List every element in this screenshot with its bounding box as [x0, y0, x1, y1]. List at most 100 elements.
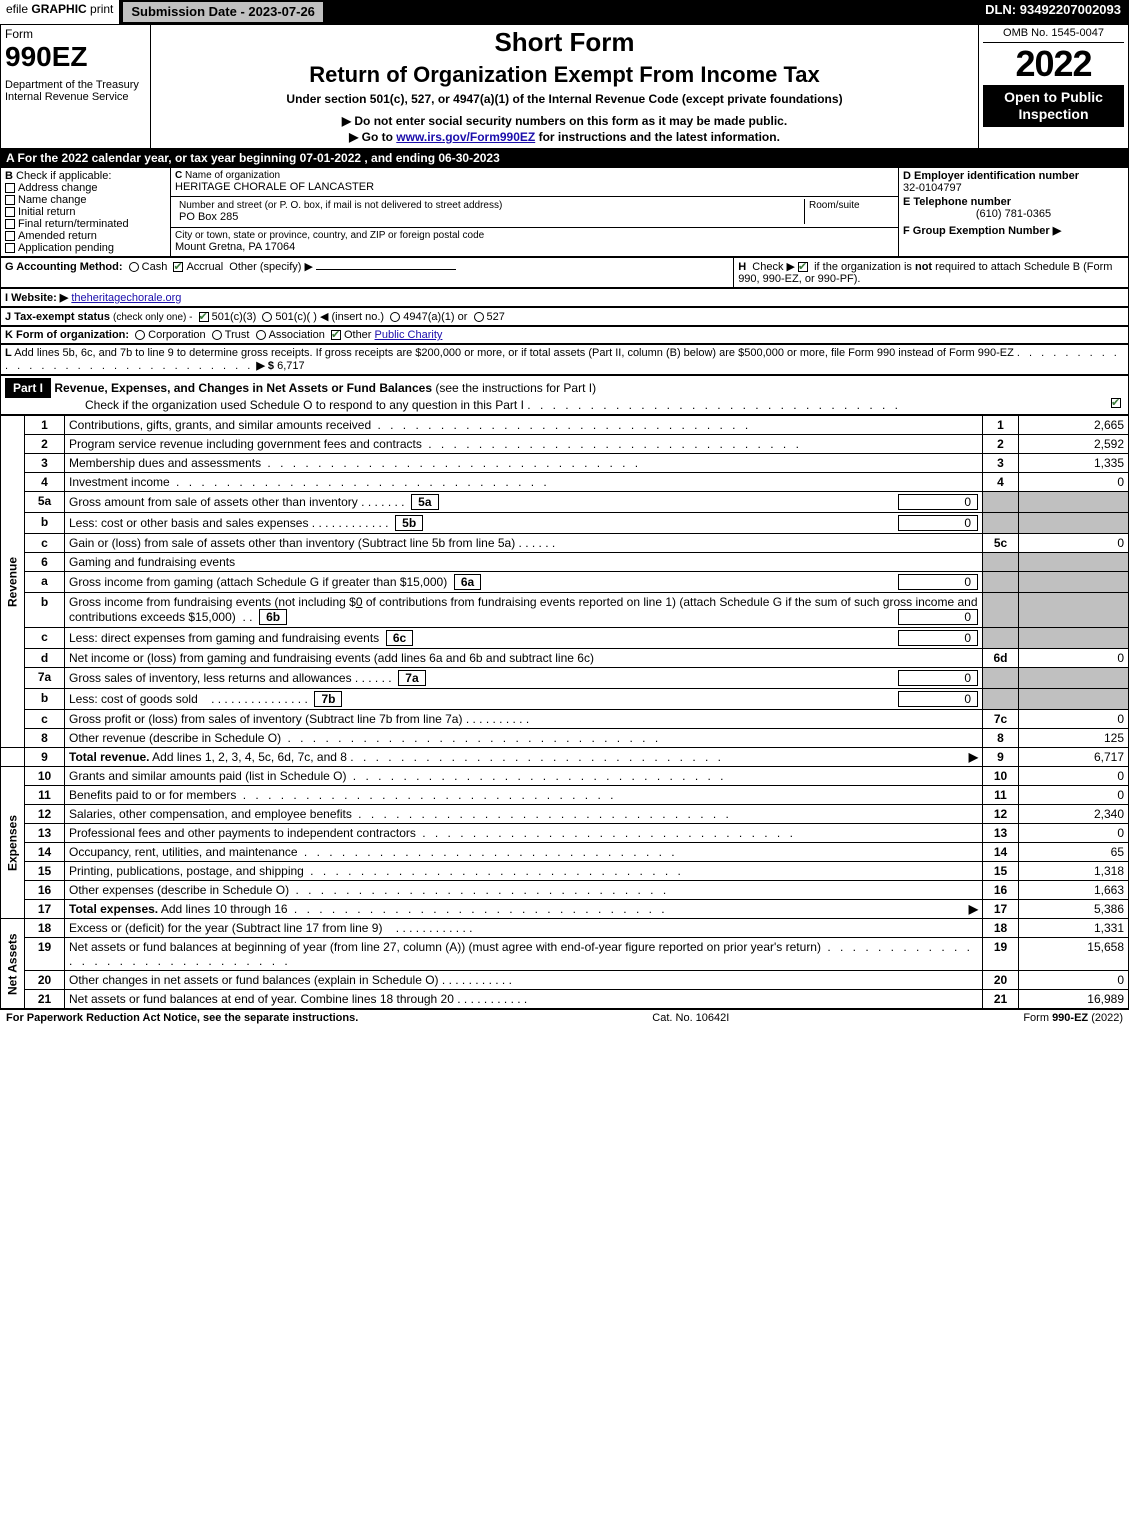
footer-left: For Paperwork Reduction Act Notice, see …	[6, 1012, 358, 1024]
val-13: 0	[1019, 824, 1129, 843]
val-18: 1,331	[1019, 919, 1129, 938]
row-17: 17 Total expenses. Add lines 10 through …	[1, 900, 1129, 919]
row-12: 12 Salaries, other compensation, and emp…	[1, 805, 1129, 824]
val-5c: 0	[1019, 534, 1129, 553]
top-bar: efile GRAPHIC print Submission Date - 20…	[0, 0, 1129, 24]
form-word: Form	[5, 27, 146, 41]
row-18: Net Assets 18 Excess or (deficit) for th…	[1, 919, 1129, 938]
radio-cash[interactable]	[129, 262, 139, 272]
section-c-street: Number and street (or P. O. box, if mail…	[171, 196, 899, 227]
dln: DLN: 93492207002093	[977, 0, 1129, 24]
val-15: 1,318	[1019, 862, 1129, 881]
website-link[interactable]: theheritagechorale.org	[71, 292, 181, 304]
under-section: Under section 501(c), 527, or 4947(a)(1)…	[155, 92, 974, 106]
val-8: 125	[1019, 729, 1129, 748]
section-b: B Check if applicable: Address change Na…	[1, 168, 171, 257]
efile-bold: GRAPHIC	[31, 2, 90, 16]
chk-name-change[interactable]: Name change	[5, 194, 166, 206]
street: PO Box 285	[179, 211, 800, 223]
other-method-input[interactable]	[316, 269, 456, 270]
row-16: 16 Other expenses (describe in Schedule …	[1, 881, 1129, 900]
chk-address-change[interactable]: Address change	[5, 182, 166, 194]
row-13: 13 Professional fees and other payments …	[1, 824, 1129, 843]
gross-receipts: 6,717	[277, 360, 305, 372]
footer-mid: Cat. No. 10642I	[652, 1012, 729, 1024]
val-5a: 0	[898, 494, 978, 510]
sections-gh: G Accounting Method: Cash Accrual Other …	[0, 257, 1129, 288]
section-l: L Add lines 5b, 6c, and 7b to line 9 to …	[0, 344, 1129, 375]
radio-527[interactable]	[474, 312, 484, 322]
section-j: J Tax-exempt status (check only one) - 5…	[0, 307, 1129, 326]
section-c-city: City or town, state or province, country…	[171, 228, 899, 257]
chk-501c3[interactable]	[199, 312, 209, 322]
chk-schedule-b-not-required[interactable]	[798, 262, 808, 272]
submission-date: Submission Date - 2023-07-26	[121, 0, 325, 24]
open-to-public: Open to Public Inspection	[983, 85, 1124, 127]
section-k: K Form of organization: Corporation Trus…	[0, 326, 1129, 344]
efile-suffix: print	[90, 2, 113, 16]
val-6d: 0	[1019, 649, 1129, 668]
val-3: 1,335	[1019, 454, 1129, 473]
chk-initial-return[interactable]: Initial return	[5, 206, 166, 218]
tax-year: 2022	[983, 43, 1124, 85]
row-5c: c Gain or (loss) from sale of assets oth…	[1, 534, 1129, 553]
radio-association[interactable]	[256, 330, 266, 340]
section-c-name: C Name of organization HERITAGE CHORALE …	[171, 168, 899, 197]
val-5b: 0	[898, 515, 978, 531]
expenses-section-label: Expenses	[1, 767, 25, 919]
header-left: Form 990EZ Department of the Treasury In…	[1, 25, 151, 149]
val-7c: 0	[1019, 710, 1129, 729]
row-7b: b Less: cost of goods sold . . . . . . .…	[1, 689, 1129, 710]
row-7a: 7a Gross sales of inventory, less return…	[1, 668, 1129, 689]
val-6a: 0	[898, 574, 978, 590]
netassets-section-label: Net Assets	[1, 919, 25, 1009]
radio-4947a1[interactable]	[390, 312, 400, 322]
return-of-title: Return of Organization Exempt From Incom…	[155, 62, 974, 88]
row-10: Expenses 10 Grants and similar amounts p…	[1, 767, 1129, 786]
row-19: 19 Net assets or fund balances at beginn…	[1, 938, 1129, 971]
val-16: 1,663	[1019, 881, 1129, 900]
row-5b: b Less: cost or other basis and sales ex…	[1, 513, 1129, 534]
sections-bcde: B Check if applicable: Address change Na…	[0, 167, 1129, 257]
val-20: 0	[1019, 971, 1129, 990]
val-1: 2,665	[1019, 416, 1129, 435]
efile-prefix: efile	[6, 2, 31, 16]
row-1: Revenue 1 Contributions, gifts, grants, …	[1, 416, 1129, 435]
val-4: 0	[1019, 473, 1129, 492]
val-12: 2,340	[1019, 805, 1129, 824]
row-4: 4 Investment income 4 0	[1, 473, 1129, 492]
row-6a: a Gross income from gaming (attach Sched…	[1, 572, 1129, 593]
chk-accrual[interactable]	[173, 262, 183, 272]
val-6b: 0	[898, 609, 978, 625]
part-i-label: Part I	[5, 378, 51, 398]
chk-amended-return[interactable]: Amended return	[5, 230, 166, 242]
radio-501c[interactable]	[262, 312, 272, 322]
section-h: H Check ▶ if the organization is not req…	[734, 258, 1129, 288]
chk-final-return[interactable]: Final return/terminated	[5, 218, 166, 230]
val-14: 65	[1019, 843, 1129, 862]
val-21: 16,989	[1019, 990, 1129, 1009]
phone: (610) 781-0365	[903, 208, 1124, 220]
radio-corporation[interactable]	[135, 330, 145, 340]
other-org-value: Public Charity	[375, 329, 443, 341]
chk-application-pending[interactable]: Application pending	[5, 242, 166, 254]
row-2: 2 Program service revenue including gove…	[1, 435, 1129, 454]
label-e: E Telephone number	[903, 196, 1124, 208]
short-form-title: Short Form	[155, 27, 974, 58]
instr-2: ▶ Go to www.irs.gov/Form990EZ for instru…	[155, 130, 974, 144]
chk-schedule-o-part1[interactable]	[1111, 398, 1121, 408]
row-20: 20 Other changes in net assets or fund b…	[1, 971, 1129, 990]
revenue-section-label: Revenue	[1, 416, 25, 748]
row-6c: c Less: direct expenses from gaming and …	[1, 628, 1129, 649]
efile-print[interactable]: efile GRAPHIC print	[0, 0, 121, 24]
form-header: Form 990EZ Department of the Treasury In…	[0, 24, 1129, 149]
val-9: 6,717	[1019, 748, 1129, 767]
ein: 32-0104797	[903, 182, 1124, 194]
omb-number: OMB No. 1545-0047	[983, 27, 1124, 43]
radio-trust[interactable]	[212, 330, 222, 340]
chk-other-org[interactable]	[331, 330, 341, 340]
row-21: 21 Net assets or fund balances at end of…	[1, 990, 1129, 1009]
irs-link[interactable]: www.irs.gov/Form990EZ	[396, 130, 535, 144]
row-15: 15 Printing, publications, postage, and …	[1, 862, 1129, 881]
header-right: OMB No. 1545-0047 2022 Open to Public In…	[979, 25, 1129, 149]
